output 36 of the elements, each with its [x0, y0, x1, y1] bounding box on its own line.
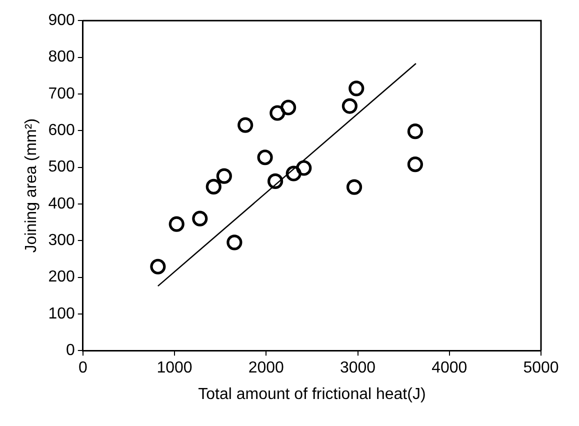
y-tick-label: 200: [48, 268, 75, 286]
point: [168, 216, 184, 232]
point: [280, 100, 296, 116]
point: [348, 80, 364, 96]
y-tick-label: 400: [48, 195, 75, 212]
x-tick-label: 3000: [340, 360, 376, 377]
point: [257, 150, 273, 166]
y-tick-label: 500: [48, 158, 75, 176]
point: [192, 210, 208, 226]
point: [342, 98, 358, 114]
y-tick-label: 600: [48, 122, 75, 140]
point: [296, 160, 312, 176]
x-tick-label: 4000: [432, 360, 468, 377]
point: [150, 258, 166, 274]
point: [407, 124, 424, 140]
x-axis-title: Total amount of frictional heat(J): [198, 386, 426, 403]
x-tick-label: 1000: [156, 360, 192, 377]
point: [286, 166, 302, 182]
point: [238, 117, 254, 133]
point: [268, 173, 284, 189]
x-tick-label: 0: [78, 360, 88, 377]
y-axis-title: Joining area (mm²): [23, 118, 40, 253]
y-tick-label: 0: [66, 342, 75, 360]
y-tick-label: 700: [48, 85, 75, 102]
y-tick-label: 300: [48, 232, 75, 250]
point: [407, 156, 424, 172]
point: [346, 179, 362, 195]
x-tick-label: 5000: [523, 360, 559, 377]
point: [226, 234, 242, 250]
point: [206, 178, 222, 194]
y-tick-label: 100: [48, 305, 75, 322]
y-tick-label: 800: [48, 48, 75, 66]
point: [270, 105, 286, 121]
point: [216, 168, 232, 184]
x-tick-label: 2000: [248, 360, 284, 377]
y-tick-label: 900: [48, 12, 75, 30]
